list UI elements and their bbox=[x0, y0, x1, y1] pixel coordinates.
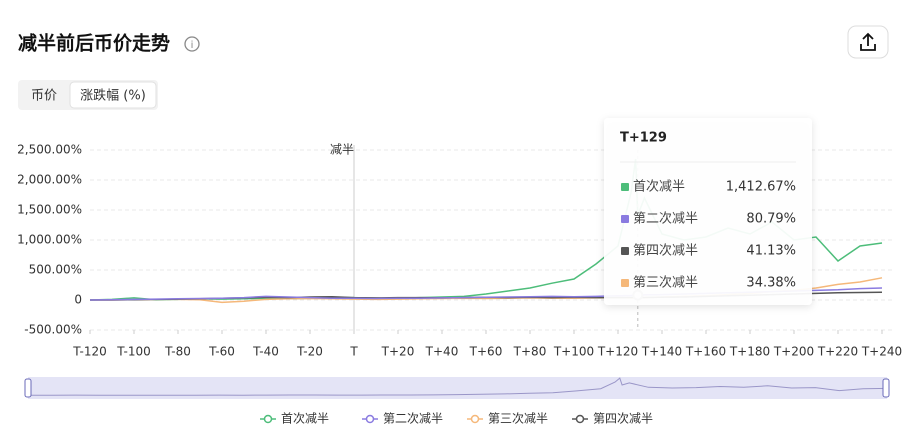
y-tick-label: 0 bbox=[74, 293, 82, 307]
x-tick-label: T-60 bbox=[208, 345, 235, 359]
tooltip-value: 1,412.67% bbox=[726, 180, 796, 195]
legend-item[interactable]: 首次减半 bbox=[260, 412, 329, 426]
x-tick-label: T+20 bbox=[381, 345, 415, 359]
tooltip-value: 80.79% bbox=[746, 212, 796, 227]
legend-label: 第四次减半 bbox=[593, 412, 653, 426]
navigator-handle[interactable] bbox=[882, 378, 890, 398]
x-tick-label: T+200 bbox=[773, 345, 814, 359]
tooltip-swatch bbox=[621, 247, 629, 255]
tooltip-name: 第三次减半 bbox=[633, 275, 698, 291]
x-tick-label: T bbox=[349, 345, 358, 359]
legend-icon bbox=[470, 414, 480, 424]
x-tick-label: T+160 bbox=[685, 345, 726, 359]
y-tick-label: -500.00% bbox=[24, 323, 82, 337]
navigator-line bbox=[28, 377, 888, 396]
tab[interactable]: 涨跌幅 (%) bbox=[80, 88, 146, 104]
tooltip-name: 第二次减半 bbox=[633, 211, 698, 227]
x-tick-label: T+80 bbox=[513, 345, 547, 359]
legend-item[interactable]: 第四次减半 bbox=[572, 412, 653, 426]
tooltip-swatch bbox=[621, 215, 629, 223]
tooltip-swatch bbox=[621, 279, 629, 287]
x-tick-label: T+180 bbox=[729, 345, 770, 359]
x-tick-label: T-120 bbox=[72, 345, 106, 359]
x-tick-label: T+100 bbox=[553, 345, 594, 359]
legend-label: 首次减半 bbox=[281, 412, 329, 426]
tab-active[interactable] bbox=[69, 81, 157, 109]
legend-icon bbox=[365, 414, 375, 424]
legend-label: 第二次减半 bbox=[383, 412, 443, 426]
halving-label: 减半 bbox=[330, 143, 354, 157]
x-tick-label: T+120 bbox=[597, 345, 638, 359]
y-tick-label: 1,500.00% bbox=[17, 203, 82, 217]
tooltip bbox=[604, 118, 812, 305]
y-tick-label: 2,500.00% bbox=[17, 143, 82, 157]
svg-text:i: i bbox=[191, 40, 194, 51]
x-tick-label: T-40 bbox=[252, 345, 279, 359]
x-tick-label: T-80 bbox=[164, 345, 191, 359]
legend-icon bbox=[263, 414, 273, 424]
page-title: 减半前后币价走势 bbox=[18, 32, 170, 55]
x-tick-label: T+240 bbox=[861, 345, 902, 359]
tooltip-title: T+129 bbox=[620, 131, 667, 146]
y-tick-label: 2,000.00% bbox=[17, 173, 82, 187]
x-tick-label: T-100 bbox=[116, 345, 150, 359]
x-tick-label: T+40 bbox=[425, 345, 459, 359]
tooltip-name: 第四次减半 bbox=[633, 243, 698, 259]
share-button[interactable] bbox=[847, 25, 889, 59]
legend-label: 第三次减半 bbox=[488, 412, 548, 426]
plot: 2,500.00% 2,000.00% 1,500.00% 1,000.00% 500.… bbox=[17, 118, 902, 426]
navigator bbox=[28, 377, 887, 399]
x-tick-label: T-20 bbox=[296, 345, 323, 359]
legend-item[interactable]: 第三次减半 bbox=[467, 412, 548, 426]
tooltip-value: 41.13% bbox=[746, 244, 796, 259]
navigator-handle[interactable] bbox=[24, 378, 32, 398]
tooltip-swatch bbox=[621, 183, 629, 191]
info-icon[interactable]: i bbox=[184, 36, 200, 52]
y-tick-label: 500.00% bbox=[29, 263, 82, 277]
legend-icon bbox=[575, 414, 585, 424]
tab[interactable]: 币价 bbox=[31, 89, 57, 104]
x-tick-label: T+220 bbox=[817, 345, 858, 359]
x-tick-label: T+60 bbox=[469, 345, 503, 359]
y-tick-label: 1,000.00% bbox=[17, 233, 82, 247]
tooltip-value: 34.38% bbox=[746, 276, 796, 291]
tooltip-name: 首次减半 bbox=[633, 179, 685, 195]
legend-item[interactable]: 第二次减半 bbox=[362, 412, 443, 426]
x-tick-label: T+140 bbox=[641, 345, 682, 359]
